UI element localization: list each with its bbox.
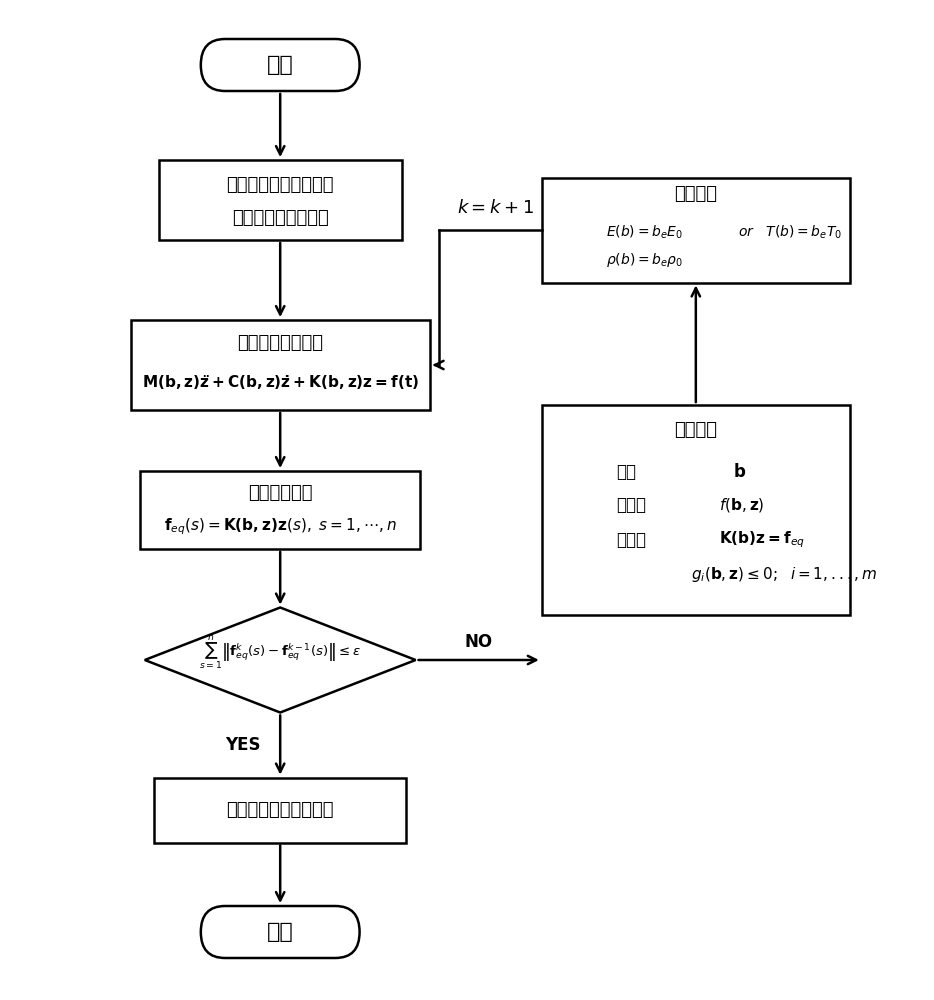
FancyBboxPatch shape — [201, 39, 360, 91]
Text: $\sum_{s=1}^{n}\left\|\mathbf{f}_{eq}^{k}(s)-\mathbf{f}_{eq}^{k-1}(s)\right\|\le: $\sum_{s=1}^{n}\left\|\mathbf{f}_{eq}^{k… — [199, 633, 361, 671]
Text: 步长搜索: 步长搜索 — [674, 421, 717, 439]
Text: 将相对密度转换成厚度: 将相对密度转换成厚度 — [226, 801, 334, 819]
Text: 搜索: 搜索 — [616, 463, 636, 481]
Text: $or\quad T(b)=b_eT_0$: $or\quad T(b)=b_eT_0$ — [738, 223, 842, 241]
Bar — [131, 320, 430, 410]
Text: $\mathbf{K(b)z=f}_{eq}$: $\mathbf{K(b)z=f}_{eq}$ — [719, 530, 805, 550]
Text: 更新结构: 更新结构 — [674, 185, 717, 203]
Text: 非线性动力学分析: 非线性动力学分析 — [237, 334, 323, 352]
Text: $\mathbf{b}$: $\mathbf{b}$ — [733, 463, 746, 481]
Text: $k=k+1$: $k=k+1$ — [457, 199, 533, 217]
Text: YES: YES — [225, 736, 261, 754]
Polygon shape — [145, 607, 416, 712]
Bar — [159, 160, 402, 240]
Bar — [140, 471, 420, 549]
Text: $g_i(\mathbf{b},\mathbf{z})\leq 0;\ \ i=1,...,m$: $g_i(\mathbf{b},\mathbf{z})\leq 0;\ \ i=… — [691, 566, 878, 584]
Bar — [542, 178, 850, 282]
Text: $E(b)=b_eE_0$: $E(b)=b_eE_0$ — [606, 223, 683, 241]
Bar — [542, 405, 850, 615]
FancyBboxPatch shape — [201, 906, 360, 958]
Text: 的非线性有限元模型: 的非线性有限元模型 — [232, 209, 329, 227]
Text: 计算等效载荷: 计算等效载荷 — [248, 484, 313, 502]
Text: 满足：: 满足： — [616, 531, 646, 549]
Text: 最小化: 最小化 — [616, 496, 646, 514]
Text: NO: NO — [464, 633, 493, 651]
Text: $f(\mathbf{b},\mathbf{z})$: $f(\mathbf{b},\mathbf{z})$ — [719, 496, 765, 514]
Text: 开始: 开始 — [267, 55, 293, 75]
Text: 建立含有运动学自由度: 建立含有运动学自由度 — [226, 176, 334, 194]
Text: 结束: 结束 — [267, 922, 293, 942]
Text: $\mathbf{f}_{eq}(s)=\mathbf{K(b,z)z}(s),\ s=1,\cdots,n$: $\mathbf{f}_{eq}(s)=\mathbf{K(b,z)z}(s),… — [163, 517, 397, 537]
Text: $\rho(b)=b_e\rho_0$: $\rho(b)=b_e\rho_0$ — [606, 251, 683, 269]
Text: $\mathbf{M(b,z)\ddot{z}+C(b,z)\dot{z}+K(b,z)z=f(t)}$: $\mathbf{M(b,z)\ddot{z}+C(b,z)\dot{z}+K(… — [142, 374, 418, 392]
Bar — [154, 778, 406, 842]
